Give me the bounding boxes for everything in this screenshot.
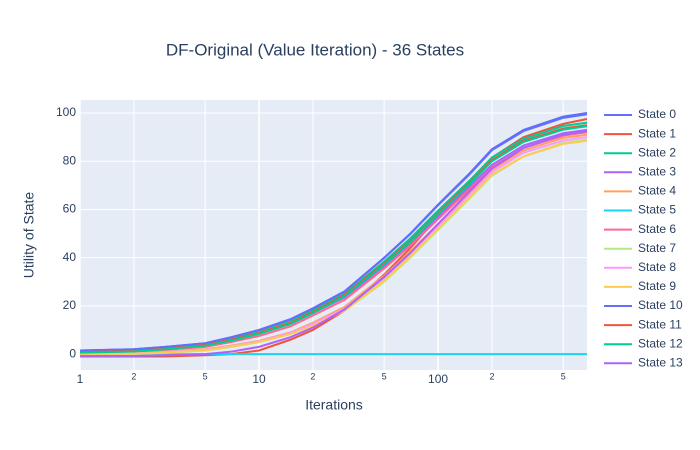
y-tick-label: 20 [63,298,77,312]
legend-label: State 1 [638,126,676,140]
x-tick-label: 5 [561,371,566,381]
y-tick-label: 60 [63,202,77,216]
x-tick-label: 10 [252,372,266,386]
series-line [79,125,588,354]
y-tick-label: 100 [56,105,76,119]
series-line [79,139,588,356]
plot-area [80,100,587,370]
series-line [80,130,588,358]
x-tick-label: 2 [489,371,494,381]
x-tick-label: 100 [428,372,448,386]
y-axis-label: Utility of State [21,192,37,279]
legend-label: State 8 [638,260,676,274]
legend-label: State 9 [638,279,676,293]
legend-label: State 4 [638,184,676,198]
x-tick-label: 1 [77,372,84,386]
legend-label: State 2 [638,145,676,159]
legend-label: State 11 [638,317,682,331]
x-tick-label: 2 [131,371,136,381]
legend-label: State 12 [638,336,683,350]
legend-label: State 3 [638,164,676,178]
x-tick-label: 2 [310,371,315,381]
series-line [79,113,588,352]
legend-label: State 10 [638,298,683,312]
x-tick-label: 5 [382,371,387,381]
y-tick-label: 0 [69,346,76,360]
x-axis-label: Iterations [305,397,363,413]
legend-label: State 7 [638,241,676,255]
chart-title: DF-Original (Value Iteration) - 36 State… [166,40,464,59]
legend-label: State 5 [638,203,676,217]
x-tick-label: 5 [203,371,208,381]
legend-label: State 6 [638,222,676,236]
y-tick-label: 80 [63,153,77,167]
legend-label: State 0 [638,107,676,121]
legend-label: State 13 [638,355,683,369]
y-tick-label: 40 [63,250,77,264]
